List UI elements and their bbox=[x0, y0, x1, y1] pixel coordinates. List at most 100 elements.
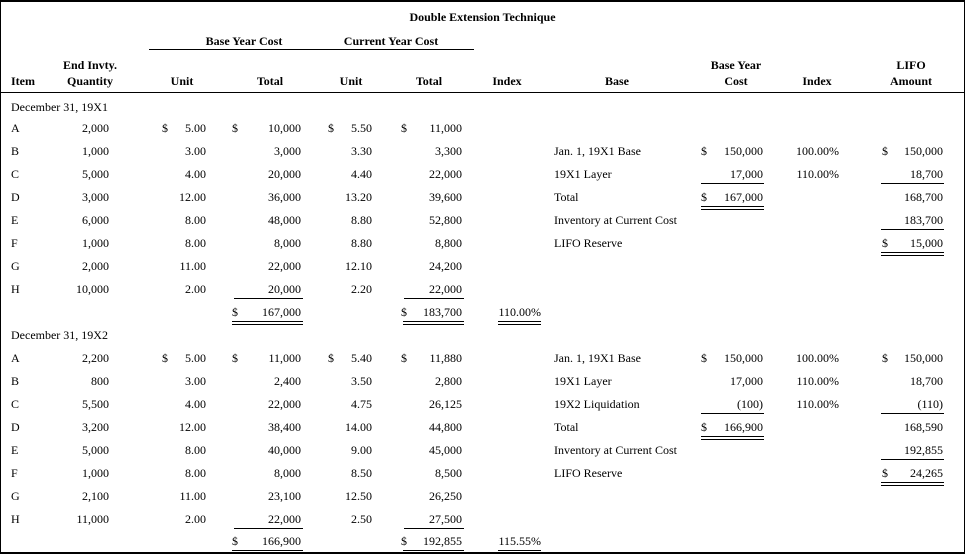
single-rule bbox=[881, 229, 944, 230]
dollar-sign: $ bbox=[882, 466, 888, 480]
dollar-sign: $ bbox=[232, 305, 238, 319]
cell-base-unit: 2.00 bbox=[185, 282, 206, 296]
cell-base-unit: 4.00 bbox=[185, 167, 206, 181]
cell-current-total: 24,200 bbox=[429, 259, 462, 273]
schedule-base-year-cost: 150,000 bbox=[724, 144, 763, 158]
section-label: December 31, 19X2 bbox=[11, 328, 108, 342]
section-label: December 31, 19X1 bbox=[11, 100, 108, 114]
cell-current-unit: 2.20 bbox=[351, 282, 372, 296]
dollar-sign: $ bbox=[162, 121, 168, 135]
single-rule bbox=[234, 528, 303, 529]
total-index: 110.00% bbox=[498, 305, 541, 319]
dollar-sign: $ bbox=[401, 534, 407, 548]
cell-base-unit: 4.00 bbox=[185, 397, 206, 411]
cell-base-total: 11,000 bbox=[268, 351, 301, 365]
column-header-base: Base bbox=[605, 74, 629, 88]
cell-current-total: 26,125 bbox=[429, 397, 462, 411]
cell-current-total: 39,600 bbox=[429, 190, 462, 204]
double-rule bbox=[403, 550, 464, 552]
schedule-index: 110.00% bbox=[796, 374, 839, 388]
cell-current-total: 3,300 bbox=[435, 144, 462, 158]
double-rule bbox=[881, 252, 944, 256]
cell-base-unit: 11.00 bbox=[179, 259, 206, 273]
single-rule bbox=[701, 413, 764, 414]
cell-base-total: 40,000 bbox=[268, 443, 301, 457]
cell-current-total: 52,800 bbox=[429, 213, 462, 227]
cell-quantity: 1,000 bbox=[82, 236, 109, 250]
cell-quantity: 3,200 bbox=[82, 420, 109, 434]
cell-base-unit: 5.00 bbox=[185, 121, 206, 135]
dollar-sign: $ bbox=[882, 144, 888, 158]
column-header-amount: Amount bbox=[889, 74, 932, 88]
schedule-index: 100.00% bbox=[796, 351, 839, 365]
double-rule bbox=[498, 321, 541, 325]
cell-base-unit: 12.00 bbox=[179, 420, 206, 434]
single-rule bbox=[881, 183, 944, 184]
schedule-lifo-amount: 150,000 bbox=[904, 351, 943, 365]
column-header-base-total: Total bbox=[256, 74, 284, 88]
schedule-lifo-amount: 183,700 bbox=[904, 213, 943, 227]
cell-item: D bbox=[11, 420, 20, 434]
cell-base-unit: 3.00 bbox=[185, 144, 206, 158]
cell-base-total: 22,000 bbox=[268, 512, 301, 526]
cell-current-total: 8,500 bbox=[435, 466, 462, 480]
cell-current-total: 27,500 bbox=[429, 512, 462, 526]
cell-quantity: 1,000 bbox=[82, 466, 109, 480]
cell-quantity: 2,100 bbox=[82, 489, 109, 503]
column-header-index-left: Index bbox=[492, 74, 522, 88]
schedule-label: Jan. 1, 19X1 Base bbox=[554, 144, 641, 158]
cell-current-unit: 3.30 bbox=[351, 144, 372, 158]
cell-current-unit: 5.40 bbox=[351, 351, 372, 365]
single-rule bbox=[234, 298, 303, 299]
schedule-lifo-amount: (110) bbox=[917, 397, 943, 411]
cell-base-unit: 12.00 bbox=[179, 190, 206, 204]
cell-base-unit: 5.00 bbox=[185, 351, 206, 365]
dollar-sign: $ bbox=[701, 420, 707, 434]
cell-quantity: 10,000 bbox=[76, 282, 109, 296]
cell-item: A bbox=[11, 121, 20, 135]
column-header-base-year: Base Year bbox=[710, 58, 762, 72]
cell-base-total: 38,400 bbox=[268, 420, 301, 434]
cell-current-total: 8,800 bbox=[435, 236, 462, 250]
cell-item: C bbox=[11, 397, 20, 411]
dollar-sign: $ bbox=[401, 121, 407, 135]
dollar-sign: $ bbox=[701, 190, 707, 204]
cell-current-unit: 4.75 bbox=[351, 397, 372, 411]
cell-base-unit: 2.00 bbox=[185, 512, 206, 526]
dollar-sign: $ bbox=[401, 305, 407, 319]
schedule-lifo-amount: 24,265 bbox=[910, 466, 943, 480]
cell-current-unit: 9.00 bbox=[351, 443, 372, 457]
column-header-current-total: Total bbox=[415, 74, 443, 88]
dollar-sign: $ bbox=[701, 351, 707, 365]
dollar-sign: $ bbox=[701, 144, 707, 158]
cell-base-total: 48,000 bbox=[268, 213, 301, 227]
cell-item: D bbox=[11, 190, 20, 204]
cell-current-unit: 8.50 bbox=[351, 466, 372, 480]
schedule-lifo-amount: 15,000 bbox=[910, 236, 943, 250]
double-rule bbox=[498, 550, 541, 552]
cell-quantity: 5,000 bbox=[82, 443, 109, 457]
column-header-cost: Cost bbox=[724, 74, 748, 88]
cell-quantity: 5,000 bbox=[82, 167, 109, 181]
schedule-base-year-cost: 17,000 bbox=[730, 167, 763, 181]
schedule-lifo-amount: 18,700 bbox=[910, 374, 943, 388]
cell-base-total: 20,000 bbox=[268, 167, 301, 181]
schedule-label: 19X1 Layer bbox=[554, 167, 612, 181]
schedule-label: LIFO Reserve bbox=[554, 236, 623, 250]
dollar-sign: $ bbox=[882, 351, 888, 365]
double-rule bbox=[701, 206, 764, 210]
cell-quantity: 2,200 bbox=[82, 351, 109, 365]
single-rule bbox=[701, 183, 764, 184]
cell-current-unit: 13.20 bbox=[345, 190, 372, 204]
cell-item: C bbox=[11, 167, 20, 181]
cell-current-unit: 4.40 bbox=[351, 167, 372, 181]
double-rule bbox=[881, 482, 944, 486]
column-header-item: Item bbox=[11, 74, 35, 88]
cell-item: G bbox=[11, 489, 20, 503]
schedule-label: 19X1 Layer bbox=[554, 374, 612, 388]
cell-base-total: 23,100 bbox=[268, 489, 301, 503]
cell-base-unit: 8.00 bbox=[185, 466, 206, 480]
cell-quantity: 6,000 bbox=[82, 213, 109, 227]
schedule-base-year-cost: 150,000 bbox=[724, 351, 763, 365]
column-header-lifo: LIFO bbox=[896, 58, 926, 72]
